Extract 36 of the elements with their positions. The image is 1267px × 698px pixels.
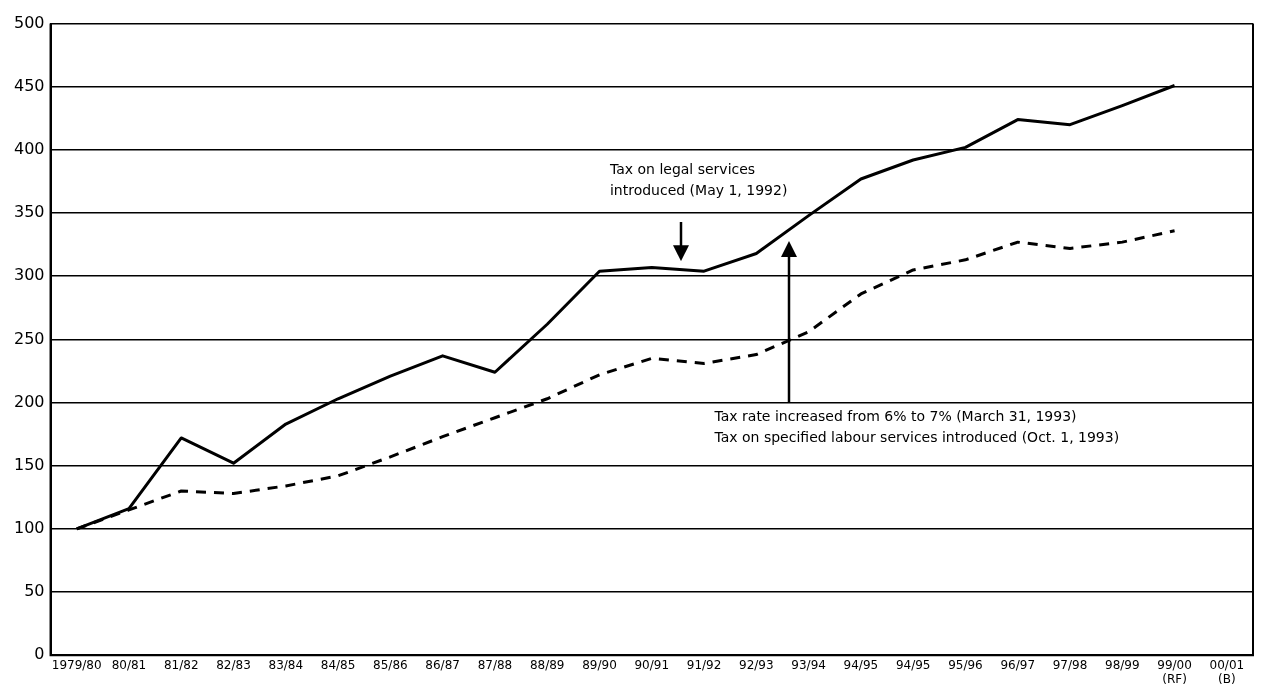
x-tick-label: 80/81	[111, 657, 147, 672]
y-tick-label: 500	[13, 12, 45, 32]
x-tick-label: 81/82	[163, 657, 199, 672]
x-tick-label: 94/95	[843, 657, 879, 672]
x-tick-label: 99/00 (RF)	[1157, 657, 1192, 686]
annotation: Tax rate increased from 6% to 7% (March 31, 1993) Tax on specified labour services introduced (Oct. 1, 1993)	[714, 406, 1120, 449]
y-tick-label: 0	[34, 644, 45, 664]
x-tick-label: 98/99	[1105, 657, 1140, 672]
y-tick-label: 400	[13, 139, 45, 159]
y-tick-label: 250	[13, 328, 45, 348]
y-tick-label: 450	[13, 75, 45, 95]
x-tick-label: 82/83	[216, 657, 251, 672]
x-tick-label: 86/87	[425, 657, 460, 672]
x-tick-label: 93/94	[791, 657, 826, 672]
y-tick-label: 100	[13, 518, 45, 538]
annotation: Tax on legal services introduced (May 1, 1992)	[609, 159, 788, 200]
x-tick-label: 00/01 (B)	[1209, 657, 1245, 686]
x-tick-label: 90/91	[634, 657, 670, 672]
x-tick-label: 94/95	[895, 657, 931, 672]
x-tick-label: 89/90	[582, 657, 617, 672]
x-tick-label: 87/88	[477, 657, 513, 672]
x-tick-label: 92/93	[739, 657, 774, 672]
x-tick-label: 95/96	[948, 657, 983, 672]
x-tick-label: 97/98	[1052, 657, 1088, 672]
x-tick-label: 91/92	[686, 657, 722, 672]
y-tick-label: 50	[24, 581, 45, 601]
y-tick-label: 150	[13, 454, 45, 474]
x-tick-label: 83/84	[268, 657, 304, 672]
y-tick-label: 200	[13, 391, 45, 411]
x-tick-label: 84/85	[320, 657, 356, 672]
x-tick-label: 96/97	[1000, 657, 1036, 672]
y-tick-label: 300	[13, 265, 45, 285]
y-tick-label: 350	[13, 202, 45, 222]
x-tick-label: 85/86	[373, 657, 408, 672]
x-tick-label: 1979/80	[51, 657, 102, 672]
x-tick-label: 88/89	[529, 657, 565, 672]
